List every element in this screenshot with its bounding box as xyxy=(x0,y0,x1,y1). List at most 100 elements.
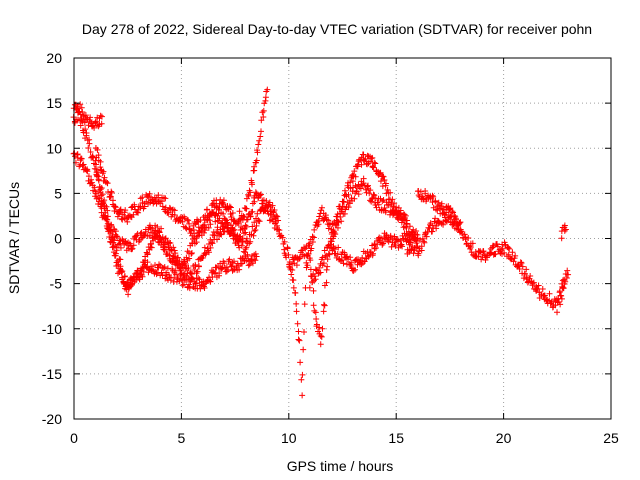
data-point xyxy=(254,149,261,156)
data-point xyxy=(79,162,86,169)
data-point xyxy=(86,140,93,147)
data-point xyxy=(345,191,352,198)
data-point xyxy=(216,270,223,277)
data-point xyxy=(136,276,143,283)
data-point xyxy=(440,221,447,228)
data-point xyxy=(486,249,493,256)
data-point xyxy=(228,263,235,270)
data-point xyxy=(548,298,555,305)
x-axis-label: GPS time / hours xyxy=(287,458,394,474)
data-point xyxy=(182,265,189,272)
data-point xyxy=(117,244,124,251)
data-point xyxy=(362,155,369,162)
data-point xyxy=(406,223,413,230)
y-tick-label: -15 xyxy=(42,366,62,382)
data-point xyxy=(249,223,256,230)
data-point xyxy=(422,188,429,195)
data-point xyxy=(505,251,512,258)
data-point xyxy=(417,188,424,195)
data-point xyxy=(257,192,264,199)
data-point xyxy=(115,261,122,268)
data-point xyxy=(420,238,427,245)
data-point xyxy=(251,219,258,226)
data-point xyxy=(186,285,193,292)
data-point xyxy=(341,187,348,194)
data-point xyxy=(186,281,193,288)
y-tick-label: -10 xyxy=(42,321,62,337)
data-point xyxy=(155,192,162,199)
data-point xyxy=(334,224,341,231)
data-point xyxy=(209,240,216,247)
data-point xyxy=(331,246,338,253)
data-point xyxy=(313,321,320,328)
data-point xyxy=(563,275,570,282)
data-point xyxy=(288,271,295,278)
data-point xyxy=(101,174,108,181)
data-point xyxy=(430,193,437,200)
data-point xyxy=(349,178,356,185)
data-point xyxy=(258,128,265,135)
data-point xyxy=(149,225,156,232)
data-point xyxy=(359,254,366,261)
data-point xyxy=(397,209,403,216)
data-point xyxy=(457,219,464,226)
data-point xyxy=(181,276,188,283)
data-point xyxy=(172,250,179,257)
data-point xyxy=(229,225,236,232)
data-point xyxy=(117,206,124,213)
data-point xyxy=(391,233,398,240)
y-axis-label: SDTVAR / TECUs xyxy=(6,182,22,294)
data-point xyxy=(402,212,409,219)
data-point xyxy=(311,307,318,314)
series-track-c xyxy=(70,150,282,283)
data-point xyxy=(95,173,102,180)
data-point xyxy=(174,257,181,264)
data-point xyxy=(558,235,565,242)
data-point xyxy=(100,200,107,207)
data-point xyxy=(185,264,192,271)
data-point xyxy=(259,109,266,116)
data-point xyxy=(275,217,282,224)
series-track-j xyxy=(414,187,464,233)
data-point xyxy=(247,189,254,196)
data-point xyxy=(370,191,377,198)
data-point xyxy=(355,256,362,263)
data-point xyxy=(411,234,418,241)
data-point xyxy=(450,209,457,216)
data-point xyxy=(501,249,508,256)
data-point xyxy=(388,243,395,250)
data-point xyxy=(301,329,308,336)
data-point xyxy=(251,198,258,205)
data-point xyxy=(319,254,326,261)
data-point xyxy=(480,248,487,255)
data-point xyxy=(249,208,256,215)
data-point xyxy=(274,222,281,229)
data-point xyxy=(320,260,327,267)
data-point xyxy=(561,222,568,229)
data-point xyxy=(309,233,316,240)
data-point xyxy=(312,276,319,283)
data-point xyxy=(330,243,337,250)
data-point xyxy=(220,197,227,204)
data-point xyxy=(385,202,392,209)
data-point xyxy=(170,244,177,251)
data-point xyxy=(129,245,136,252)
data-point xyxy=(366,190,373,197)
data-point xyxy=(301,301,308,308)
data-point xyxy=(516,265,523,272)
data-point xyxy=(299,371,306,378)
data-point xyxy=(107,193,114,200)
data-point xyxy=(296,255,303,262)
data-point xyxy=(180,281,187,288)
data-point xyxy=(376,170,383,177)
data-point xyxy=(317,333,324,340)
data-point xyxy=(120,279,127,286)
data-point xyxy=(298,376,305,383)
data-point xyxy=(432,197,439,204)
data-point xyxy=(194,268,201,275)
data-point xyxy=(190,284,197,291)
data-point xyxy=(133,277,140,284)
data-point xyxy=(117,207,124,214)
data-point xyxy=(99,191,106,198)
data-point xyxy=(156,228,163,235)
